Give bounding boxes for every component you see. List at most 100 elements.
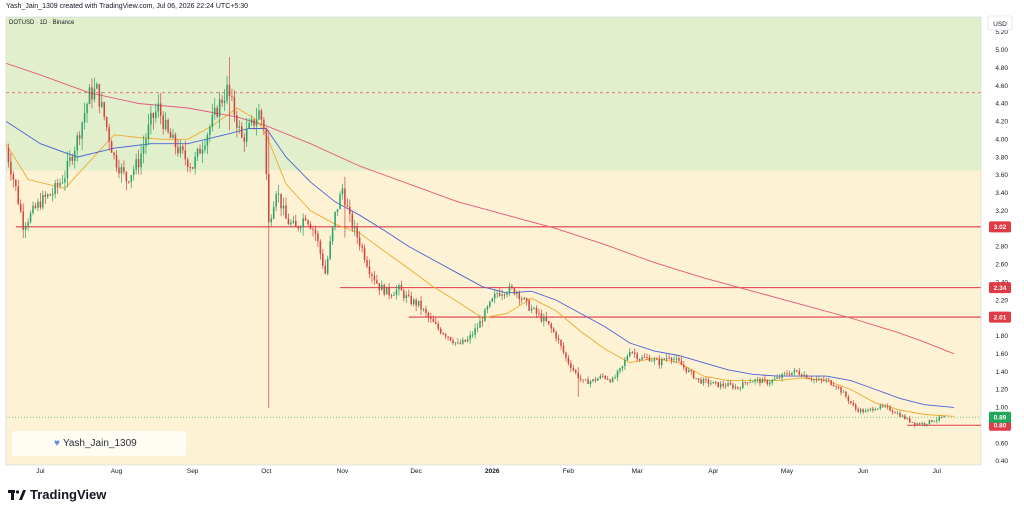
candle-body: [390, 295, 393, 297]
candle-body: [859, 409, 862, 412]
candle-body: [194, 156, 196, 169]
candle-body: [685, 367, 688, 372]
time-tick-label: Apr: [708, 468, 719, 475]
price-tick-label: 0.40: [995, 458, 1008, 465]
chart-caption: Yash_Jain_1309 created with TradingView.…: [6, 3, 248, 10]
candle-body: [665, 357, 668, 360]
candle-body: [103, 102, 105, 118]
candle-body: [137, 159, 140, 168]
price-tick-label: 1.40: [995, 369, 1008, 376]
candle-body: [545, 316, 548, 322]
candle-body: [395, 289, 398, 295]
candle-body: [631, 351, 634, 353]
candle-body: [51, 194, 54, 196]
candle-body: [189, 166, 191, 168]
candle-body: [719, 383, 722, 388]
time-tick-label: Jul: [933, 468, 942, 475]
candle-body: [916, 423, 918, 425]
candle-body: [707, 379, 710, 384]
candle-body: [309, 224, 312, 229]
time-tick-label: Dec: [410, 468, 422, 475]
price-tick-label: 2.80: [995, 244, 1008, 251]
candle-body: [633, 352, 636, 354]
price-tick-label: 1.80: [995, 333, 1008, 340]
candle-body: [697, 378, 700, 380]
candle-body: [147, 124, 150, 139]
candle-body: [643, 357, 646, 359]
candle-body: [754, 379, 756, 382]
candle-body: [223, 100, 226, 104]
candle-body: [847, 396, 850, 402]
time-axis[interactable]: Jul Aug Sep Oct Nov Dec 2026 Feb Mar Apr May Jun Jul: [36, 468, 941, 475]
candle-body: [724, 385, 727, 387]
candle-body: [319, 241, 322, 254]
candle-body: [673, 359, 675, 361]
candle-body: [879, 405, 882, 409]
candle-body: [336, 209, 339, 212]
plot-border: [5, 16, 982, 466]
candle-body: [646, 357, 648, 359]
candle-body: [238, 126, 241, 128]
candle-body: [832, 384, 835, 387]
candle-body: [186, 159, 189, 167]
candle-body: [164, 119, 167, 129]
candle-body: [877, 408, 879, 410]
candle-body: [705, 378, 707, 380]
candle-body: [547, 321, 550, 324]
tradingview-brand: TradingView: [30, 487, 107, 502]
candle-body: [268, 173, 270, 223]
candle-body: [123, 167, 125, 172]
candle-body: [936, 419, 938, 422]
resistance-zone: [6, 17, 981, 171]
price-tick-label: 1.00: [995, 405, 1008, 412]
candle-body: [552, 328, 555, 333]
candle-body: [353, 226, 356, 229]
candle-body: [86, 104, 88, 114]
candle-body: [299, 227, 302, 229]
candle-body: [408, 295, 410, 296]
candle-body: [366, 259, 368, 267]
level-price-label: 2.01: [994, 315, 1007, 322]
candle-body: [827, 379, 830, 381]
candle-body: [376, 280, 378, 284]
candle-body: [776, 377, 778, 379]
candle-body: [361, 245, 363, 248]
candle-body: [791, 372, 793, 376]
candle-body: [444, 334, 447, 337]
candle-body: [314, 229, 317, 234]
candle-body: [854, 404, 857, 410]
candle-body: [410, 295, 412, 305]
candle-body: [191, 167, 194, 169]
candle-body: [746, 382, 749, 384]
candle-body: [904, 415, 906, 419]
currency-button[interactable]: [987, 15, 1013, 31]
candle-body: [663, 358, 665, 360]
candle-body: [422, 309, 425, 310]
candle-body: [864, 410, 867, 413]
candle-body: [206, 135, 209, 146]
candle-body: [599, 375, 602, 379]
currency-label: USD: [993, 21, 1007, 28]
candle-body: [12, 174, 15, 180]
candle-body: [648, 357, 651, 362]
candle-body: [614, 377, 616, 379]
candle-body: [621, 366, 624, 369]
candle-body: [781, 373, 783, 379]
tradingview-logo[interactable]: TradingView: [8, 487, 106, 502]
candle-body: [722, 383, 724, 386]
candle-body: [466, 339, 469, 342]
candle-body: [388, 286, 390, 296]
candle-body: [616, 371, 619, 378]
plot-area[interactable]: [5, 17, 981, 465]
candle-body: [213, 107, 216, 115]
candle-body: [484, 309, 486, 322]
candle-body: [486, 306, 489, 310]
candle-body: [602, 375, 604, 377]
candle-body: [805, 374, 808, 379]
price-axis[interactable]: 5.20 5.00 4.80 4.60 4.40 4.20 4.00 3.80 3.60 3.40…: [995, 29, 1008, 465]
candle-body: [415, 299, 417, 306]
candle-body: [118, 167, 120, 174]
candle-body: [528, 300, 530, 311]
candle-body: [493, 293, 496, 299]
